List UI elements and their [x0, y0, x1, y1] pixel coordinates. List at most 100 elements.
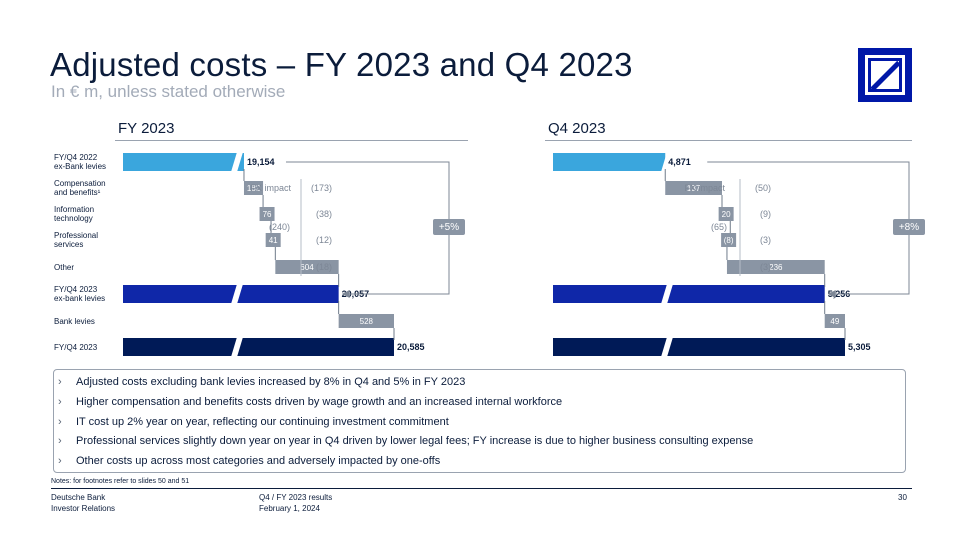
- category-label-line: Bank levies: [54, 316, 95, 326]
- commentary-bullet: › Higher compensation and benefits costs …: [58, 396, 562, 408]
- slide-subtitle: In € m, unless stated otherwise: [51, 82, 286, 101]
- fx-impact-value: (9): [760, 209, 771, 219]
- bar-delta: [824, 314, 845, 328]
- commentary-bullet-text: Professional services slightly down year…: [76, 435, 754, 447]
- q4-section-title: Q4 2023: [548, 120, 606, 137]
- fx-impact-label: FX impact: [684, 183, 725, 193]
- fx-impact-total: (65): [711, 222, 727, 232]
- bar-value-label: 4,871: [668, 157, 691, 167]
- category-label-line: FY/Q4 2023: [54, 342, 98, 352]
- footer-report: Q4 / FY 2023 results: [259, 493, 333, 502]
- growth-badge: [893, 219, 925, 235]
- growth-badge: [433, 219, 465, 235]
- category-label: Compensation and benefits¹: [54, 179, 114, 197]
- axis-break: [231, 284, 243, 304]
- commentary-bullet: › IT cost up 2% year on year, reflecting …: [58, 416, 449, 428]
- bar-total: [553, 285, 825, 303]
- bar-total: [123, 153, 244, 171]
- bar-delta-label: 49: [830, 317, 839, 326]
- bar-total: [123, 338, 394, 356]
- fy-section-title: FY 2023: [118, 120, 175, 137]
- category-label-line: FY/Q4 2022: [54, 153, 98, 162]
- chevron-right-icon: ›: [58, 455, 62, 467]
- bar-total: [553, 153, 666, 171]
- bar-delta: [721, 233, 737, 247]
- chevron-right-icon: ›: [58, 376, 62, 388]
- bar-delta-label: 20: [722, 210, 731, 219]
- commentary-bullet: › Other costs up across most categories a…: [58, 455, 440, 467]
- fx-impact-label: FX impact: [250, 183, 291, 193]
- footer-page-number: 30: [898, 493, 907, 502]
- q4-section-divider: [545, 140, 912, 141]
- footer-company: Deutsche Bank: [51, 493, 106, 502]
- bar-delta: [275, 260, 339, 274]
- category-label-line: ex-bank levies: [54, 294, 106, 303]
- axis-break: [231, 337, 243, 357]
- fx-impact-total: (240): [269, 222, 290, 232]
- chevron-right-icon: ›: [58, 416, 62, 428]
- bar-delta: [243, 181, 264, 195]
- commentary-bullet: › Adjusted costs excluding bank levies in…: [58, 376, 465, 388]
- bar-delta-label: 182: [247, 184, 261, 193]
- category-label: Bank levies: [54, 317, 114, 326]
- bar-delta: [265, 233, 281, 247]
- category-label-line: Professional: [54, 231, 99, 240]
- fy-section-divider: [115, 140, 468, 141]
- category-label: Other: [54, 263, 114, 272]
- fx-impact-value: (3): [760, 235, 771, 245]
- bar-value-label: 19,154: [247, 157, 275, 167]
- category-label-line: technology: [54, 214, 93, 223]
- commentary-bullet-text: Other costs up across most categories an…: [76, 455, 441, 467]
- category-label-line: Other: [54, 262, 75, 272]
- axis-break: [661, 337, 673, 357]
- fx-impact-value: (173): [311, 183, 332, 193]
- bar-delta-label: 76: [263, 210, 272, 219]
- axis-break: [661, 152, 673, 172]
- growth-bracket: [285, 161, 450, 295]
- growth-arrowhead: [827, 290, 836, 298]
- category-label: Information technology: [54, 205, 114, 223]
- category-label: FY/Q4 2022 ex-Bank levies: [54, 153, 114, 171]
- commentary-bullet: › Professional services slightly down yea…: [58, 435, 753, 447]
- bar-delta-label: 137: [687, 184, 701, 193]
- footer-date: February 1, 2024: [259, 504, 320, 513]
- chevron-right-icon: ›: [58, 396, 62, 408]
- axis-break: [661, 284, 673, 304]
- axis-break: [231, 152, 243, 172]
- footer-department: Investor Relations: [51, 504, 116, 513]
- growth-arrowhead: [341, 290, 350, 298]
- bar-delta-label: 236: [769, 263, 783, 272]
- footer-divider: [51, 488, 912, 489]
- bar-delta-label: (8): [724, 236, 734, 245]
- bar-total: [553, 338, 845, 356]
- commentary-bullet-text: Adjusted costs excluding bank levies inc…: [76, 376, 466, 388]
- fx-impact-value: (18): [316, 262, 332, 272]
- bar-delta: [259, 207, 275, 221]
- category-label: FY/Q4 2023: [54, 343, 114, 352]
- category-label-line: services: [54, 240, 84, 249]
- bar-value-label: 5,305: [848, 342, 871, 352]
- bar-total: [123, 285, 339, 303]
- bar-delta: [665, 181, 722, 195]
- bar-value-label: 20,585: [397, 342, 425, 352]
- category-label-line: ex-Bank levies: [54, 162, 107, 171]
- category-label-line: FY/Q4 2023: [54, 285, 98, 294]
- footnote: Notes: for footnotes refer to slides 50 …: [51, 478, 190, 485]
- bar-delta: [338, 314, 394, 328]
- category-label-line: Compensation: [54, 179, 106, 188]
- growth-bracket: [707, 161, 910, 295]
- category-label: Professional services: [54, 231, 114, 249]
- fx-impact-value: (3): [760, 262, 771, 272]
- bar-delta-label: 41: [269, 236, 278, 245]
- bar-delta-label: 604: [300, 263, 314, 272]
- growth-badge-label: +5%: [439, 222, 459, 233]
- fx-impact-value: (50): [755, 183, 771, 193]
- commentary-bullet-text: Higher compensation and benefits costs d…: [76, 396, 563, 408]
- commentary-box: [53, 369, 906, 473]
- chevron-right-icon: ›: [58, 435, 62, 447]
- fx-impact-value: (12): [316, 235, 332, 245]
- category-label-line: and benefits¹: [54, 188, 101, 197]
- category-label-line: Information: [54, 205, 95, 214]
- slide-title: Adjusted costs – FY 2023 and Q4 2023: [50, 46, 633, 83]
